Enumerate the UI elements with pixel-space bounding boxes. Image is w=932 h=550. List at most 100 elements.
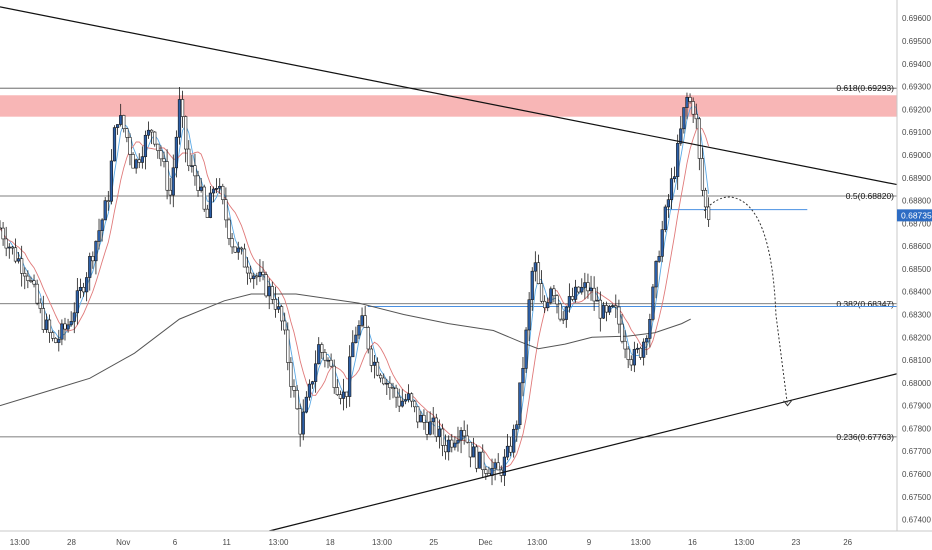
candle-body [13,247,18,262]
candle-body [360,315,364,326]
candle-body [88,256,92,278]
candle-body [419,414,423,423]
last-price-badge: 0.68735 [897,209,932,222]
candle-body [304,396,308,413]
candle-body [546,302,550,309]
time-axis[interactable]: 13:00 28 Nov 6 11 13:00 18 13:00 25 Dec 13:00 9 13:0… [10,538,853,547]
candle-body [672,176,677,180]
price-tick-label: 0.67600 [902,470,931,479]
candle-body [666,199,671,208]
candle-body [128,137,132,155]
candle-body [456,439,460,444]
candle-body [638,347,643,358]
candle-body [29,280,33,282]
time-tick-label: 13:00 [372,538,393,547]
price-axis[interactable]: 0.69600 0.69500 0.69400 0.69300 0.69200 0.691… [902,14,931,524]
candle-body [416,406,420,423]
candle-body [44,319,49,330]
candle-body [106,200,110,202]
candle-body [344,391,349,397]
candle-body [375,361,380,376]
candle-body [573,286,578,300]
candle-body [391,387,395,390]
candle-body [558,303,562,320]
candle-body [208,192,213,218]
candle-body [536,262,541,284]
candle-body [335,387,339,395]
time-axis-bg [0,531,932,550]
time-tick-label: 28 [67,538,76,547]
projection-line [703,196,789,406]
candle-body [224,199,228,221]
candle-body [202,186,206,210]
candle-body [97,230,101,242]
candle-body [533,262,537,272]
candle-body [137,159,141,163]
time-tick-label: 16 [688,538,697,547]
candle-body [685,97,689,108]
time-tick-label: 13:00 [734,538,755,547]
candle-body [592,287,596,302]
candle-body [16,258,21,262]
candle-body [286,329,290,363]
candle-body [236,247,240,253]
candle-body [447,439,451,453]
candle-body [295,390,299,410]
candle-body [400,400,404,407]
price-tick-label: 0.67500 [902,493,931,502]
candle-body [549,288,553,303]
candle-body [227,219,231,239]
candle-body [518,382,522,425]
candle-body [403,399,407,402]
candle-body [697,118,701,159]
time-tick-label: 18 [326,538,335,547]
candle-body [564,306,568,320]
candle-body [409,393,414,402]
candle-body [310,381,315,385]
candle-body [691,101,695,115]
candle-body [372,361,377,366]
candle-body [131,154,135,169]
candle-body [168,189,172,196]
candle-body [264,274,268,297]
candle-body [601,305,606,319]
candle-body [205,208,209,218]
candle-body [81,287,86,293]
candle-body [444,445,448,453]
candle-body [122,115,126,129]
candle-body [394,387,398,398]
horizontal-rays[interactable] [367,209,897,308]
resistance-zone-rect [0,95,897,117]
candle-body [524,329,528,369]
candle-body [239,247,243,250]
candle-body [462,430,466,437]
candle-body [249,272,253,280]
candle-body [215,188,219,190]
price-tick-label: 0.69400 [902,60,931,69]
candle-body [332,365,336,388]
trendlines[interactable] [0,6,898,532]
time-tick-label: 13:00 [631,538,652,547]
candle-body [450,439,454,448]
candle-body [645,338,649,343]
candle-body [604,305,609,313]
fast-moving-average-line [0,104,710,473]
candle-body [60,323,64,340]
candle-body [598,299,602,319]
candle-body [431,417,435,423]
price-tick-label: 0.68200 [902,333,931,342]
candle-body [35,283,39,304]
candle-body [648,319,652,339]
candle-body [629,359,633,366]
candle-body [184,116,188,150]
candle-body [465,435,469,443]
candle-body [425,422,429,435]
candle-body [570,296,575,300]
resistance-zone [0,95,897,117]
candle-body [413,400,417,408]
projection-path[interactable] [703,196,792,407]
candle-body [63,323,67,330]
time-tick-label: 13:00 [268,538,289,547]
candle-body [422,414,426,423]
